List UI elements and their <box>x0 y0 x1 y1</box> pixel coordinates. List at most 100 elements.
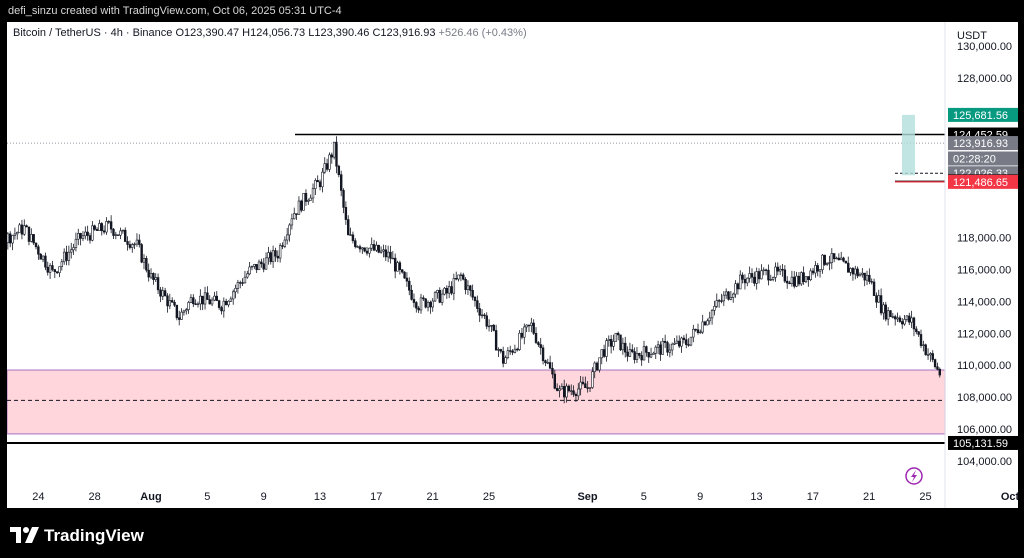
price-tag-label: 02:28:20 <box>953 154 996 166</box>
y-tick-label: 130,000.00 <box>957 41 1012 53</box>
candle-body <box>309 197 312 201</box>
candle-body <box>837 257 841 261</box>
candle-body <box>539 344 542 349</box>
candle-body <box>271 250 275 263</box>
candle-body <box>433 292 437 302</box>
candle-body <box>856 268 859 277</box>
candle-body <box>51 265 54 270</box>
candle-body <box>882 304 885 314</box>
candle-body <box>626 351 629 357</box>
candle-body <box>8 233 12 244</box>
candle-body <box>131 244 134 248</box>
candle-body <box>675 340 679 344</box>
candle-body <box>910 317 913 323</box>
y-tick-label: 108,000.00 <box>957 392 1012 404</box>
x-tick-label: 9 <box>261 491 267 503</box>
candle-body <box>767 269 770 281</box>
x-tick-label: 13 <box>314 491 326 503</box>
candle-body <box>814 265 817 274</box>
candle-body <box>105 221 108 233</box>
candle-body <box>293 213 296 220</box>
candle-body <box>311 188 315 199</box>
candle-body <box>457 274 460 280</box>
candle-body <box>905 315 909 320</box>
candle-body <box>290 218 294 226</box>
candle-body <box>443 287 446 295</box>
y-tick-label: 118,000.00 <box>957 233 1011 245</box>
candle-body <box>278 245 282 259</box>
candle-body <box>342 190 345 208</box>
candle-body <box>736 283 740 290</box>
price-chart[interactable]: 104,000.00 106,000.00 108,000.00 110,000.00… <box>7 22 1018 508</box>
candle-body <box>328 154 331 170</box>
candle-body <box>440 293 444 303</box>
candle-body <box>828 262 831 264</box>
candle-body <box>870 281 873 283</box>
candle-body <box>269 252 272 263</box>
candle-body <box>452 278 456 294</box>
candle-body <box>192 297 195 305</box>
candle-body <box>349 234 352 236</box>
candle-body <box>551 367 554 375</box>
price-tag <box>948 107 1018 122</box>
candle-body <box>445 287 449 294</box>
candle-body <box>285 234 289 241</box>
demand-zone <box>7 369 946 435</box>
candle-body <box>659 344 662 355</box>
candle-body <box>194 303 197 305</box>
candle-body <box>471 290 474 298</box>
candle-body <box>53 269 56 273</box>
candle-body <box>323 163 326 173</box>
candle-body <box>276 255 280 259</box>
candle-body <box>844 260 848 264</box>
candle-body <box>570 390 573 392</box>
low-label: L <box>308 27 315 39</box>
candle-body <box>732 293 735 298</box>
candle-body <box>793 276 796 287</box>
candle-body <box>755 271 758 284</box>
candle-body <box>858 274 862 277</box>
candle-body <box>363 247 366 252</box>
candle-body <box>863 272 866 281</box>
candle-body <box>933 359 937 368</box>
candle-body <box>149 273 153 278</box>
candle-body <box>926 354 930 356</box>
candle-body <box>663 340 667 343</box>
candle-body <box>462 274 465 280</box>
candle-body <box>680 337 683 347</box>
candle-body <box>509 350 512 352</box>
candle-body <box>182 310 186 313</box>
candle-body <box>401 269 404 273</box>
candle-body <box>501 350 505 364</box>
candle-body <box>804 276 808 283</box>
price-tag <box>948 151 1018 166</box>
candle-body <box>541 347 545 361</box>
candle-body <box>645 346 648 353</box>
candle-body <box>166 295 169 307</box>
candle-body <box>478 308 481 316</box>
candle-body <box>842 257 845 262</box>
candle-body <box>518 332 521 350</box>
candle-body <box>647 352 650 358</box>
candle-body <box>316 180 319 183</box>
candle-body <box>917 331 920 335</box>
candle-body <box>170 300 174 303</box>
candle-body <box>403 271 406 279</box>
lightning-icon[interactable] <box>905 467 923 485</box>
price-tag <box>948 136 1018 151</box>
candle-body <box>872 281 876 296</box>
candle-body <box>713 306 716 311</box>
candle-body <box>624 342 627 353</box>
x-tick-label: Aug <box>140 491 161 503</box>
candle-body <box>555 387 559 391</box>
candle-body <box>685 339 688 345</box>
candle-body <box>126 241 129 245</box>
candle-body <box>18 224 21 233</box>
chart-area[interactable]: 104,000.00 106,000.00 108,000.00 110,000.00… <box>7 22 1018 508</box>
candle-body <box>835 257 838 260</box>
candle-body <box>774 266 777 278</box>
candle-body <box>321 171 324 188</box>
candle-body <box>757 271 761 280</box>
candle-body <box>185 309 188 312</box>
candle-body <box>868 274 871 282</box>
